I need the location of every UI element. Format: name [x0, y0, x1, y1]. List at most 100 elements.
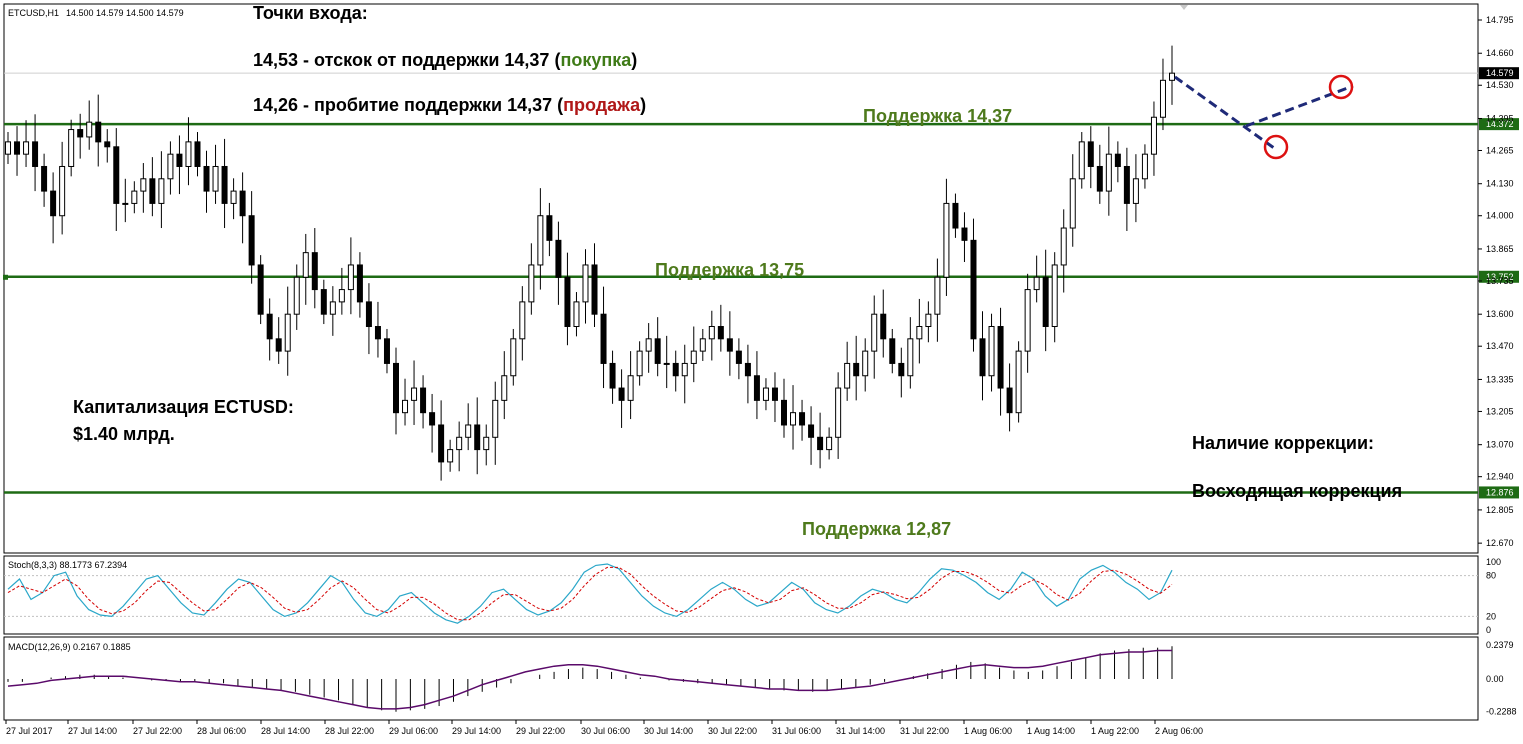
- stoch-tick-label: 20: [1486, 611, 1496, 621]
- candle: [194, 132, 201, 177]
- stoch-tick-label: 80: [1486, 571, 1496, 581]
- candle: [871, 295, 878, 379]
- price-tick-label: 14.660: [1486, 48, 1514, 58]
- candle: [735, 338, 742, 380]
- scroll-triangle-icon[interactable]: [1180, 5, 1188, 10]
- candle: [438, 400, 445, 481]
- candle: [5, 132, 11, 165]
- candle: [257, 255, 264, 325]
- candle: [762, 378, 769, 411]
- time-tick-label: 1 Aug 14:00: [1027, 726, 1075, 736]
- candle: [771, 372, 778, 423]
- candle: [699, 328, 706, 361]
- candle: [320, 279, 327, 325]
- forecast-arrows: [1174, 74, 1354, 160]
- time-axis: 27 Jul 2017 27 Jul 14:00 27 Jul 22:00 28 Ju…: [5, 720, 1203, 736]
- candle: [113, 128, 120, 231]
- price-tick-label: 14.395: [1486, 113, 1514, 123]
- support-label-12-87: Поддержка 12,87: [802, 519, 951, 539]
- price-tick-label: 13.335: [1486, 374, 1514, 384]
- support-price-tag-label: 12.876: [1486, 487, 1514, 497]
- price-axis: 14.795 14.660 14.530 14.395 14.265 14.130 14.0…: [1478, 15, 1514, 548]
- candle: [429, 393, 436, 453]
- candle: [781, 378, 787, 438]
- candle: [582, 249, 589, 324]
- candle: [338, 267, 345, 315]
- macd-label: MACD(12,26,9) 0.2167 0.1885: [8, 642, 131, 652]
- candle: [970, 218, 977, 352]
- candle: [1096, 144, 1103, 204]
- candle: [284, 286, 291, 376]
- candle: [239, 172, 246, 244]
- price-tick-label: 12.805: [1486, 505, 1514, 515]
- candle: [826, 427, 833, 460]
- time-tick-label: 30 Jul 06:00: [581, 726, 630, 736]
- candle: [167, 141, 174, 195]
- time-tick-label: 29 Jul 06:00: [389, 726, 438, 736]
- candle: [519, 286, 526, 361]
- candle: [41, 153, 48, 207]
- price-tick-label: 12.940: [1486, 472, 1514, 482]
- candle: [59, 141, 66, 235]
- candle: [753, 351, 760, 420]
- support-price-tag: [1479, 486, 1519, 499]
- candle: [1024, 273, 1031, 373]
- price-tick-label: 13.735: [1486, 276, 1514, 286]
- level-anchor: [3, 274, 8, 280]
- candle: [474, 397, 481, 475]
- candle: [365, 283, 372, 355]
- candle: [1150, 101, 1157, 176]
- candle: [212, 144, 219, 204]
- time-tick-label: 28 Jul 06:00: [197, 726, 246, 736]
- candle: [1006, 363, 1013, 432]
- stoch-main-line: [7, 563, 1173, 624]
- last-price-tag: [1479, 67, 1519, 80]
- candle: [844, 341, 851, 401]
- candle: [943, 178, 950, 296]
- candle: [347, 237, 354, 315]
- candle: [799, 399, 806, 441]
- candle: [374, 301, 381, 358]
- stoch-tick-label: 0: [1486, 625, 1491, 635]
- candle: [420, 375, 427, 429]
- price-tick-label: 14.265: [1486, 145, 1514, 155]
- candle: [68, 119, 75, 177]
- candle: [293, 264, 300, 330]
- candle: [50, 172, 57, 244]
- time-tick-label: 28 Jul 14:00: [261, 726, 310, 736]
- candle: [600, 286, 607, 389]
- candle: [636, 341, 643, 386]
- support-price-tag: [1479, 270, 1519, 283]
- macd-tick-label: -0.2288: [1486, 707, 1517, 717]
- price-tick-label: 13.070: [1486, 440, 1514, 450]
- chart-header-ohlc: 14.500 14.579 14.500 14.579: [66, 8, 184, 18]
- time-tick-label: 30 Jul 14:00: [644, 726, 693, 736]
- time-tick-label: 27 Jul 14:00: [68, 726, 117, 736]
- candle: [248, 191, 255, 284]
- correction-value: Восходящая коррекция: [1192, 481, 1402, 501]
- time-tick-label: 1 Aug 22:00: [1091, 726, 1139, 736]
- candle: [862, 338, 869, 392]
- candle: [1169, 45, 1175, 105]
- candle: [122, 178, 129, 223]
- candle: [1123, 147, 1130, 231]
- candle: [465, 403, 472, 451]
- support-label-13-75: Поддержка 13,75: [655, 260, 804, 280]
- candle: [1060, 209, 1067, 293]
- candle: [817, 412, 824, 469]
- candle: [1132, 154, 1139, 223]
- candle: [402, 378, 409, 426]
- price-tick-label: 13.470: [1486, 341, 1514, 351]
- candle: [329, 286, 336, 336]
- candle: [889, 328, 896, 374]
- time-tick-label: 27 Jul 2017: [6, 726, 53, 736]
- entry-line-buy: 14,53 - отскок от поддержки 14,37 (покуп…: [253, 50, 637, 70]
- time-tick-label: 28 Jul 22:00: [325, 726, 374, 736]
- candle: [1114, 141, 1121, 183]
- macd-tick-label: 0.00: [1486, 674, 1504, 684]
- candle: [510, 328, 517, 386]
- time-tick-label: 27 Jul 22:00: [133, 726, 182, 736]
- candle: [185, 117, 192, 186]
- forecast-up-line: [1245, 84, 1354, 128]
- macd-signal-line: [7, 649, 1172, 710]
